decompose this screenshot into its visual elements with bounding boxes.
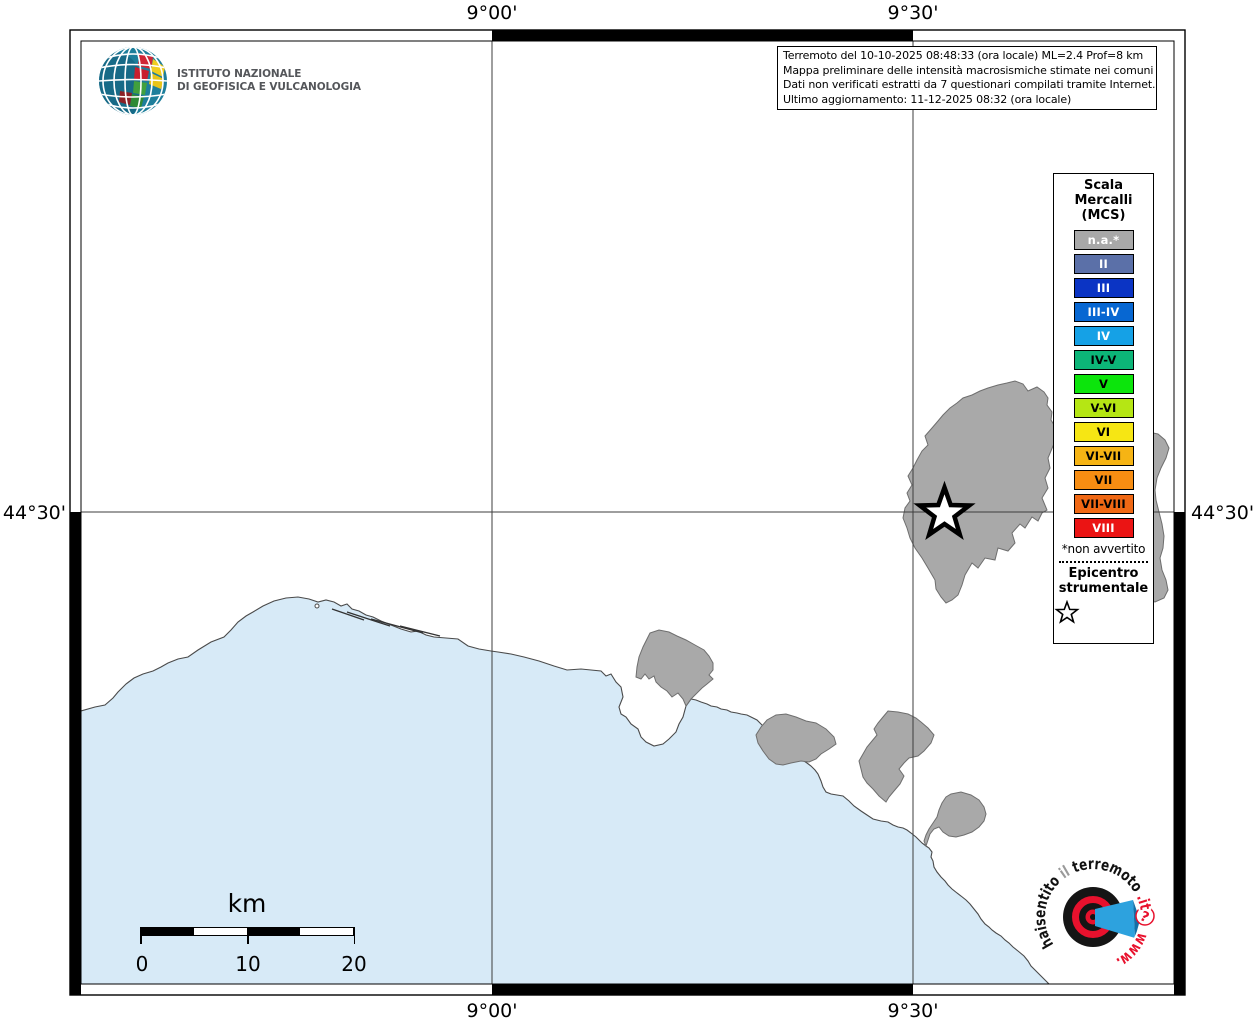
ingv-logo: ISTITUTO NAZIONALE DI GEOFISICA E VULCAN… <box>98 45 361 117</box>
legend-swatch-iv-v: IV-V <box>1073 350 1134 370</box>
legend-swatch-iv: IV <box>1073 326 1134 346</box>
axis-label-left: 44°30' <box>2 502 66 524</box>
mcs-legend: Scala Mercalli (MCS) n.a.* II III III-IV… <box>1053 173 1154 644</box>
harbour-piers <box>331 608 441 637</box>
scale-tick <box>140 927 142 944</box>
axis-label-top-left: 9°00' <box>466 2 518 24</box>
municipality-polygon <box>858 710 935 803</box>
bullseye-pupil <box>1090 914 1096 920</box>
map-frame-bands <box>70 30 1185 995</box>
coastline <box>81 596 1050 984</box>
haisentitoilterremoto-logo: ? haisentito il terremoto .it www. <box>1029 853 1157 974</box>
legend-swatch-vi: VI <box>1073 422 1134 442</box>
scale-tick <box>353 927 355 944</box>
legend-title-line: Mercalli <box>1074 193 1133 208</box>
scale-number: 0 <box>135 952 149 976</box>
scale-number: 10 <box>235 952 261 976</box>
municipality-polygon <box>635 629 714 708</box>
scale-bar-title: km <box>227 889 267 918</box>
legend-swatch-vi-vii: VI-VII <box>1073 446 1134 466</box>
megaphone-icon <box>1095 900 1135 938</box>
scale-segment <box>247 928 300 935</box>
legend-swatches: n.a.* II III III-IV IV IV-V V V-VI VI VI… <box>1054 230 1153 538</box>
watermark-haisentito: haisentito <box>1031 872 1064 952</box>
ingv-name-line: ISTITUTO NAZIONALE <box>177 67 302 80</box>
question-badge <box>1135 906 1155 926</box>
legend-swatch-na: n.a.* <box>1073 230 1134 250</box>
legend-title-line: (MCS) <box>1081 208 1126 223</box>
legend-epicenter-label: Epicentro strumentale <box>1054 566 1153 596</box>
scale-segment <box>141 928 194 935</box>
event-info-line: Terremoto del 10-10-2025 08:48:33 (ora l… <box>783 49 1144 62</box>
axis-label-top-right: 9°30' <box>887 2 939 24</box>
event-info-line: Mappa preliminare delle intensità macros… <box>783 63 1154 77</box>
legend-swatch-v: V <box>1073 374 1134 394</box>
epicenter-star <box>913 480 976 540</box>
legend-swatch-viii: VIII <box>1073 518 1134 538</box>
scale-number: 20 <box>341 952 367 976</box>
municipality-polygon <box>755 713 837 766</box>
legend-epicenter-line: strumentale <box>1058 580 1149 596</box>
event-info-box: Terremoto del 10-10-2025 08:48:33 (ora l… <box>777 46 1157 111</box>
axis-label-bottom-right: 9°30' <box>887 1000 939 1022</box>
ingv-logo-text: ISTITUTO NAZIONALE DI GEOFISICA E VULCAN… <box>177 68 361 95</box>
legend-footnote: *non avvertito <box>1061 542 1146 556</box>
ingv-globe-icon <box>99 47 167 115</box>
scale-bar-segments: 0 10 20 <box>136 927 367 976</box>
scale-bar: km 0 10 20 <box>136 889 367 976</box>
scale-tick <box>247 927 249 944</box>
legend-swatch-vii-viii: VII-VIII <box>1073 494 1134 514</box>
axis-label-bottom-left: 9°00' <box>466 1000 518 1022</box>
islet <box>314 603 320 609</box>
event-info-line: Dati non verificati estratti da 7 questi… <box>783 78 1156 92</box>
legend-divider <box>1059 561 1148 563</box>
ingv-name-line: DI GEOFISICA E VULCANOLOGIA <box>177 81 361 93</box>
legend-swatch-ii: II <box>1073 254 1134 274</box>
legend-swatch-vii: VII <box>1073 470 1134 490</box>
legend-swatch-iii: III <box>1073 278 1134 298</box>
map-frame-inner <box>80 40 1175 985</box>
municipality-polygon <box>923 791 987 848</box>
event-info-line: Ultimo aggiornamento: 11-12-2025 08:32 (… <box>783 92 1072 106</box>
watermark-terremoto: terremoto <box>1070 855 1146 895</box>
map-frame-outer <box>69 29 1186 996</box>
graticule <box>81 41 1174 984</box>
scale-segment <box>194 928 247 935</box>
scale-segment <box>300 928 353 935</box>
legend-title-line: Scala <box>1083 178 1124 193</box>
axis-label-right: 44°30' <box>1191 502 1255 524</box>
epicenter-star-icon <box>1054 600 1080 624</box>
legend-swatch-v-vi: V-VI <box>1073 398 1134 418</box>
sea-area <box>81 597 1049 984</box>
legend-swatch-iii-iv: III-IV <box>1073 302 1134 322</box>
legend-title: Scala Mercalli (MCS) <box>1054 178 1153 223</box>
watermark-il: il <box>1056 862 1073 882</box>
legend-epicenter-line: Epicentro <box>1068 566 1139 581</box>
